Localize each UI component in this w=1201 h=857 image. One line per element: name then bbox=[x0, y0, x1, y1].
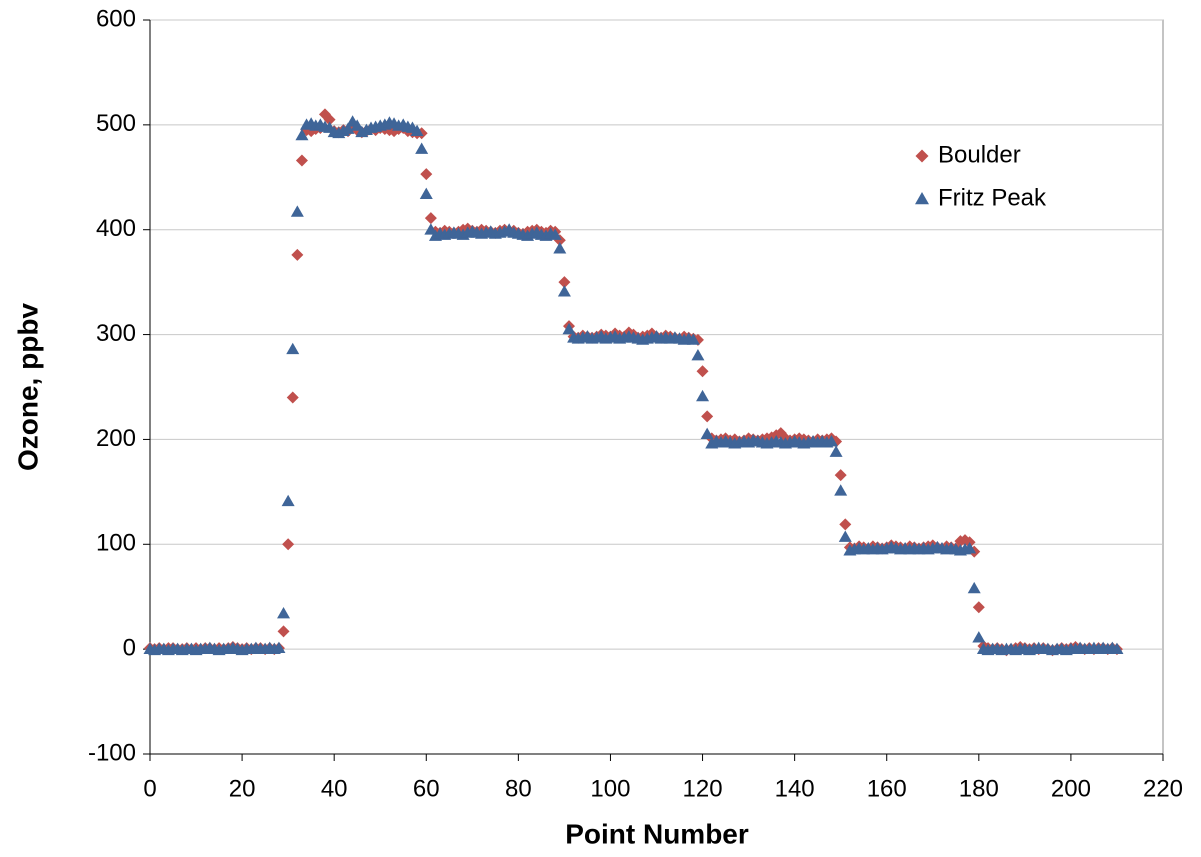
x-tick-label: 40 bbox=[321, 775, 348, 802]
data-point bbox=[424, 223, 438, 235]
x-tick-label: 200 bbox=[1051, 775, 1091, 802]
data-point bbox=[291, 248, 304, 261]
x-tick-label: 80 bbox=[505, 775, 532, 802]
data-point bbox=[838, 530, 852, 542]
y-tick-label: 600 bbox=[96, 5, 136, 32]
x-tick-label: 20 bbox=[229, 775, 256, 802]
data-point bbox=[553, 242, 567, 254]
data-point bbox=[696, 365, 709, 378]
data-point bbox=[829, 445, 843, 457]
y-tick-label: 100 bbox=[96, 530, 136, 557]
x-tick-label: 180 bbox=[959, 775, 999, 802]
data-point bbox=[415, 142, 429, 154]
data-point bbox=[696, 389, 710, 402]
data-point bbox=[350, 119, 364, 131]
data-point bbox=[281, 494, 295, 507]
x-tick-label: 60 bbox=[413, 775, 440, 802]
data-point bbox=[1110, 642, 1124, 655]
data-point bbox=[557, 285, 571, 297]
data-point bbox=[420, 168, 433, 181]
y-tick-label: 0 bbox=[123, 634, 136, 661]
y-tick-label: 500 bbox=[96, 110, 136, 137]
data-point bbox=[972, 601, 985, 614]
data-point bbox=[277, 625, 290, 638]
x-tick-label: 140 bbox=[775, 775, 815, 802]
data-point bbox=[323, 113, 336, 126]
data-point bbox=[548, 228, 562, 240]
y-tick-label: 200 bbox=[96, 425, 136, 452]
data-point bbox=[290, 205, 304, 217]
y-axis-title: Ozone, ppbv bbox=[12, 303, 43, 471]
data-point bbox=[824, 435, 838, 447]
legend-marker bbox=[915, 192, 929, 205]
data-point bbox=[282, 538, 295, 551]
data-point bbox=[410, 124, 424, 137]
data-point bbox=[834, 469, 847, 482]
data-point bbox=[700, 427, 714, 440]
x-axis-title: Point Number bbox=[565, 818, 749, 849]
data-point bbox=[839, 518, 852, 531]
y-tick-label: 400 bbox=[96, 215, 136, 242]
y-tick-label: -100 bbox=[88, 739, 136, 766]
legend-label: Fritz Peak bbox=[938, 184, 1047, 211]
x-tick-label: 120 bbox=[683, 775, 723, 802]
data-point bbox=[967, 581, 981, 594]
data-point bbox=[295, 154, 308, 167]
x-tick-label: 220 bbox=[1143, 775, 1183, 802]
data-point bbox=[834, 484, 848, 496]
data-point bbox=[286, 342, 300, 355]
x-tick-label: 100 bbox=[590, 775, 630, 802]
x-tick-label: 0 bbox=[143, 775, 156, 802]
data-point bbox=[972, 631, 986, 643]
data-point bbox=[419, 187, 433, 199]
y-tick-label: 300 bbox=[96, 320, 136, 347]
legend-marker bbox=[915, 149, 929, 163]
data-point bbox=[272, 641, 286, 653]
x-tick-label: 160 bbox=[867, 775, 907, 802]
data-point bbox=[562, 322, 576, 335]
data-point bbox=[558, 276, 571, 289]
legend-label: Boulder bbox=[938, 141, 1021, 168]
data-point bbox=[277, 606, 291, 619]
data-point bbox=[701, 410, 714, 423]
data-point bbox=[295, 128, 309, 141]
data-point bbox=[424, 212, 437, 225]
data-point bbox=[686, 333, 700, 345]
data-point bbox=[691, 349, 705, 361]
data-point bbox=[963, 541, 977, 554]
data-point bbox=[341, 122, 355, 134]
data-point bbox=[286, 391, 299, 404]
